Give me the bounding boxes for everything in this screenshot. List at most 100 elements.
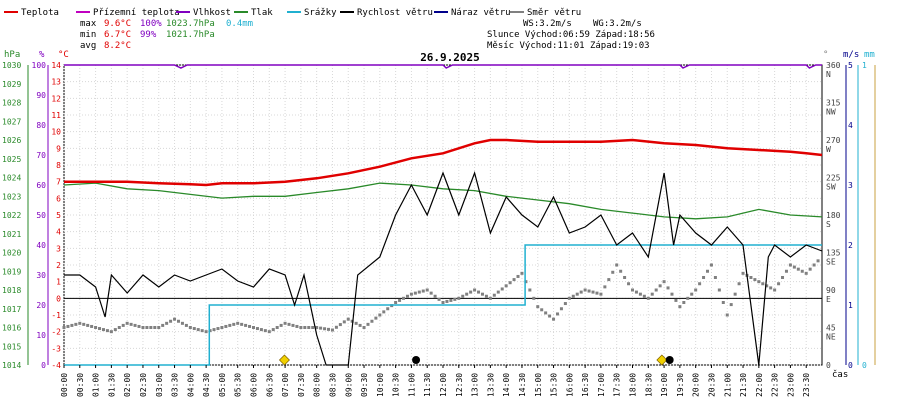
wind-direction-point (741, 271, 745, 275)
wind-direction-point (334, 325, 338, 329)
wind-direction-point (670, 292, 674, 296)
hpa-tick-label: 1027 (2, 117, 21, 126)
direction-tick-label: 360 (826, 61, 841, 70)
x-tick-label: 17:00 (597, 373, 606, 397)
x-tick-label: 18:30 (644, 373, 653, 397)
legend-label-6: Náraz větru (451, 8, 511, 18)
wind-direction-point (129, 322, 133, 326)
wind-direction-point (445, 299, 449, 303)
wind-direction-point (812, 263, 816, 267)
legend-label-0: Teplota (21, 8, 59, 18)
unit-deg: ° (823, 50, 828, 60)
x-tick-label: 22:30 (771, 373, 780, 397)
wind-direction-point (409, 292, 413, 296)
wind-direction-point (402, 296, 406, 300)
direction-compass-label: NW (826, 108, 836, 117)
x-tick-label: 02:30 (139, 373, 148, 397)
wind-direction-point (82, 322, 86, 326)
wind-direction-point (524, 280, 528, 284)
humidity-tick-label: 20 (36, 301, 46, 310)
wind-direction-point (694, 288, 698, 292)
stats-max-temp: 9.6°C (104, 19, 131, 29)
wind-direction-point (200, 329, 204, 333)
wind-direction-point (508, 281, 512, 285)
wind-direction-point (804, 271, 808, 275)
wind-direction-point (816, 259, 820, 263)
series-layer (62, 64, 823, 366)
wind-direction-point (559, 307, 563, 311)
wind-speed-line (64, 171, 823, 366)
wind-direction-point (98, 327, 102, 331)
wind-direction-point (330, 328, 334, 332)
wind-direction-point (662, 280, 666, 284)
wind-direction-point (101, 328, 105, 332)
wind-direction-point (627, 282, 631, 286)
wind-direction-point (62, 326, 66, 329)
x-tick-label: 10:00 (376, 373, 385, 397)
wind-direction-point (563, 302, 567, 306)
x-tick-label: 13:00 (471, 373, 480, 397)
pressure-line (63, 182, 823, 220)
hpa-tick-label: 1015 (2, 342, 21, 351)
wind-direction-point (398, 298, 402, 302)
wind-direction-point (646, 296, 650, 300)
wind-direction-point (733, 292, 737, 296)
wind-direction-point (232, 322, 236, 326)
wind-direction-point (453, 297, 457, 301)
humidity-tick-label: 0 (41, 361, 46, 370)
wind-direction-point (90, 324, 94, 328)
x-tick-label: 21:00 (723, 373, 732, 397)
info-sun: Slunce Východ:06:59 Západ:18:56 (487, 30, 655, 40)
direction-compass-label: SE (826, 258, 836, 267)
wind-direction-point (808, 267, 812, 271)
hpa-tick-label: 1025 (2, 155, 21, 164)
x-tick-label: 20:00 (692, 373, 701, 397)
direction-tick-label: 135 (826, 249, 841, 258)
wind-direction-point (370, 319, 374, 323)
wind-direction-point (504, 284, 508, 288)
direction-tick-label: 180 (826, 211, 841, 220)
wind-direction-point (623, 276, 627, 279)
humidity-tick-label: 80 (36, 121, 46, 130)
wind-direction-point (788, 263, 792, 267)
wind-direction-point (220, 326, 224, 329)
x-tick-label: 07:30 (297, 373, 306, 397)
wind-direction-point (457, 296, 461, 300)
hpa-tick-label: 1014 (2, 361, 21, 370)
direction-tick-label: 270 (826, 136, 841, 145)
wind-direction-point (421, 289, 425, 293)
wind-tick-label: 3 (848, 181, 853, 190)
wind-direction-point (133, 323, 137, 327)
wind-direction-point (567, 296, 571, 300)
temp-tick-label: 6 (56, 194, 61, 203)
wind-direction-point (366, 322, 370, 326)
wind-direction-point (291, 323, 295, 327)
wind-direction-point (319, 326, 323, 330)
wind-direction-point (338, 323, 342, 327)
legend-label-3: Tlak (251, 8, 273, 18)
x-tick-label: 17:30 (613, 373, 622, 397)
legend-label-5: Rychlost větru (357, 8, 433, 18)
wind-direction-point (492, 293, 496, 297)
stats-avg-label: avg (80, 41, 96, 51)
hpa-tick-label: 1018 (2, 286, 21, 295)
wind-direction-point (149, 326, 153, 329)
wind-direction-point (378, 313, 382, 317)
wind-direction-point (737, 282, 741, 286)
temp-tick-label: -3 (51, 344, 61, 353)
wind-direction-point (74, 322, 78, 326)
sun-moon-info: WS:3.2m/s WG:3.2m/s Slunce Východ:06:59 … (487, 19, 655, 51)
humidity-tick-label: 30 (36, 271, 46, 280)
wind-direction-point (236, 321, 240, 325)
wind-direction-point (540, 308, 544, 312)
wind-direction-point (682, 301, 686, 304)
unit-pct: % (39, 50, 45, 60)
wind-direction-point (323, 327, 327, 331)
wind-direction-point (405, 294, 409, 298)
wind-direction-point (224, 324, 228, 328)
wind-tick-label: 1 (848, 301, 853, 310)
wind-direction-point (658, 284, 662, 288)
wind-direction-point (449, 298, 453, 302)
wind-direction-point (188, 326, 192, 329)
legend-label-2: Vlhkost (193, 8, 231, 18)
